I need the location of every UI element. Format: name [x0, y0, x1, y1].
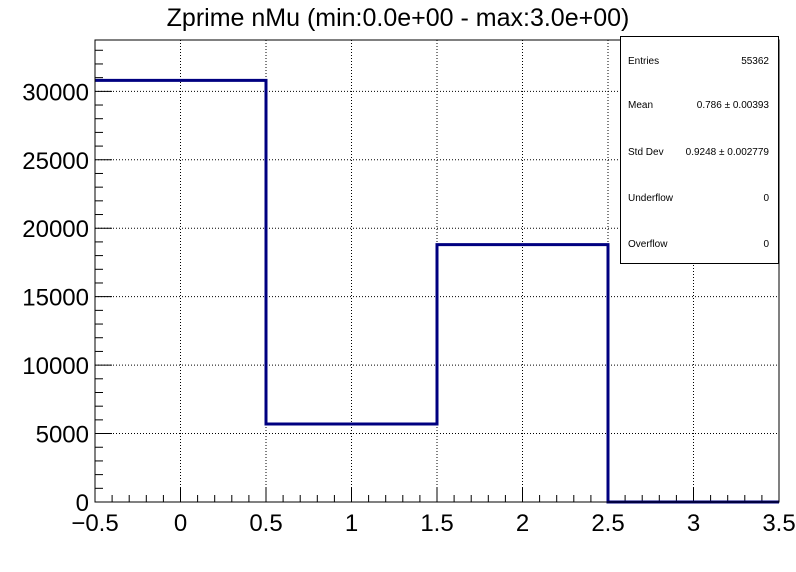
x-tick-label: 0: [174, 510, 187, 537]
chart-title: Zprime nMu (min:0.0e+00 - max:3.0e+00): [166, 4, 630, 32]
stats-mean-value: 0.786 ± 0.00393: [696, 100, 769, 111]
tick-labels: −0.5 0 0.5 1 1.5 2 2.5 3 3.505000100001500020000…: [22, 79, 795, 537]
histogram-line: [95, 78, 779, 504]
stats-entries-value: 55362: [741, 56, 769, 67]
x-tick-label: 3: [687, 510, 700, 537]
y-tick-label: 10000: [22, 353, 89, 380]
x-tick-label: 2: [516, 510, 529, 537]
stats-row-overflow: Overflow 0: [628, 239, 769, 253]
stats-row-underflow: Underflow 0: [628, 193, 769, 207]
y-tick-label: 30000: [22, 79, 89, 106]
stats-underflow-value: 0: [763, 193, 769, 204]
y-tick-label: 5000: [36, 422, 89, 449]
stats-entries-label: Entries: [628, 56, 660, 67]
x-tick-label: −0.5: [71, 510, 118, 537]
y-tick-label: 25000: [22, 148, 89, 175]
x-tick-label: 3.5: [762, 510, 795, 537]
stats-underflow-label: Underflow: [628, 193, 674, 204]
stats-box: Entries 55362 Mean 0.786 ± 0.00393 Std D…: [620, 36, 779, 264]
x-tick-label: 2.5: [591, 510, 624, 537]
y-tick-label: 0: [76, 490, 89, 517]
plot-frame: [94, 39, 780, 503]
y-tick-label: 15000: [22, 285, 89, 312]
stats-row-entries: Entries 55362: [628, 56, 769, 70]
stats-row-stddev: Std Dev 0.9248 ± 0.002779: [628, 147, 769, 161]
stats-stddev-value: 0.9248 ± 0.002779: [685, 147, 769, 158]
stats-overflow-value: 0: [763, 239, 769, 250]
x-tick-label: 0.5: [249, 510, 282, 537]
stats-mean-label: Mean: [628, 100, 654, 111]
x-tick-label: 1: [345, 510, 358, 537]
stats-overflow-label: Overflow: [628, 239, 668, 250]
y-tick-label: 20000: [22, 216, 89, 243]
stats-row-mean: Mean 0.786 ± 0.00393: [628, 100, 769, 114]
x-tick-label: 1.5: [420, 510, 453, 537]
stats-stddev-label: Std Dev: [628, 147, 664, 158]
